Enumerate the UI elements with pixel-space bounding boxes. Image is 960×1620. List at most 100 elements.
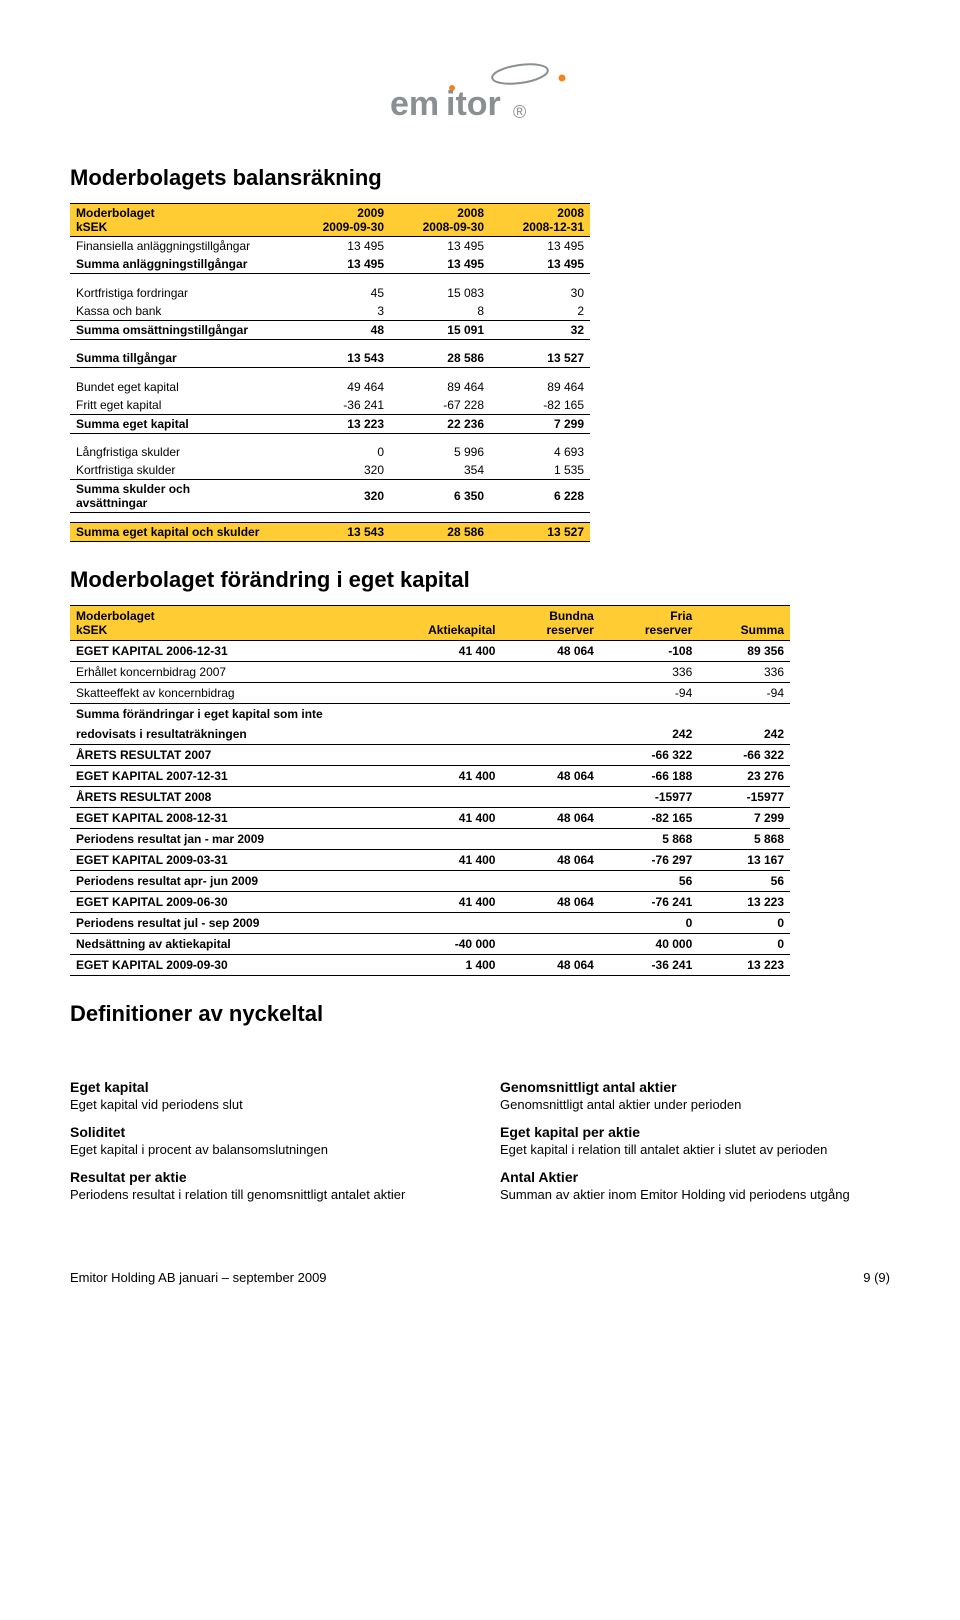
row-label: Summa eget kapital: [70, 414, 290, 433]
row-value: [501, 724, 599, 745]
row-value: 13 223: [290, 414, 390, 433]
row-value: [501, 934, 599, 955]
row-value: 7 299: [490, 414, 590, 433]
row-value: 354: [390, 461, 490, 480]
def-desc: Summan av aktier inom Emitor Holding vid…: [500, 1187, 890, 1202]
row-value: -66 188: [600, 766, 698, 787]
row-label: EGET KAPITAL 2009-03-31: [70, 850, 370, 871]
table-row: EGET KAPITAL 2008-12-3141 40048 064-82 1…: [70, 808, 790, 829]
defs-title: Definitioner av nyckeltal: [70, 1001, 890, 1027]
row-value: [501, 787, 599, 808]
row-label: ÅRETS RESULTAT 2008: [70, 787, 370, 808]
row-label: Summa skulder ochavsättningar: [70, 480, 290, 513]
t1-h-c1: 2009 2009-09-30: [290, 204, 390, 237]
table-row: Kassa och bank382: [70, 302, 590, 321]
row-value: 28 586: [390, 349, 490, 368]
row-value: 13 495: [390, 237, 490, 256]
row-value: -82 165: [600, 808, 698, 829]
row-value: 13 495: [290, 255, 390, 274]
row-value: 13 543: [290, 349, 390, 368]
row-value: 15 083: [390, 284, 490, 302]
emitor-logo: em itor ®: [370, 60, 590, 130]
table-row: Bundet eget kapital49 46489 46489 464: [70, 378, 590, 396]
row-value: 13 167: [698, 850, 790, 871]
svg-text:®: ®: [513, 102, 526, 122]
t2-body: EGET KAPITAL 2006-12-3141 40048 064-1088…: [70, 641, 790, 976]
t2-h-c2a: Bundna: [549, 609, 594, 623]
balance-table: Moderbolaget kSEK 2009 2009-09-30 2008 2…: [70, 203, 590, 542]
row-value: -108: [600, 641, 698, 662]
row-label: Finansiella anläggningstillgångar: [70, 237, 290, 256]
row-label: Fritt eget kapital: [70, 396, 290, 415]
row-value: -94: [698, 683, 790, 704]
footer-left: Emitor Holding AB januari – september 20…: [70, 1270, 327, 1285]
row-label: Summa anläggningstillgångar: [70, 255, 290, 274]
row-label: Summa tillgångar: [70, 349, 290, 368]
row-value: 40 000: [600, 934, 698, 955]
row-label: Summa förändringar i eget kapital som in…: [70, 704, 370, 725]
table-row: ÅRETS RESULTAT 2007-66 322-66 322: [70, 745, 790, 766]
row-value: 22 236: [390, 414, 490, 433]
row-value: 48 064: [501, 850, 599, 871]
row-value: 13 527: [490, 349, 590, 368]
table-row: Skatteeffekt av koncernbidrag -94-94: [70, 683, 790, 704]
def-term: Antal Aktier: [500, 1169, 890, 1185]
footer-right: 9 (9): [863, 1270, 890, 1285]
row-value: 0: [698, 934, 790, 955]
t1-h-c2a: 2008: [457, 206, 484, 220]
row-value: 13 495: [390, 255, 490, 274]
row-value: [698, 704, 790, 725]
table-row: Periodens resultat apr- jun 20095656: [70, 871, 790, 892]
row-label: EGET KAPITAL 2007-12-31: [70, 766, 370, 787]
row-label: Skatteeffekt av koncernbidrag: [70, 683, 370, 704]
t2-h-c0: Moderbolaget kSEK: [70, 606, 370, 641]
def-term: Eget kapital: [70, 1079, 460, 1095]
row-value: 320: [290, 461, 390, 480]
row-value: [370, 787, 501, 808]
row-value: 41 400: [370, 641, 501, 662]
t2-h-c1v: Aktiekapital: [428, 623, 495, 637]
t2-h-c3a: Fria: [670, 609, 692, 623]
t1-body: Finansiella anläggningstillgångar13 4951…: [70, 237, 590, 542]
row-value: 28 586: [390, 523, 490, 542]
row-value: 13 495: [490, 237, 590, 256]
row-value: [501, 871, 599, 892]
section1-title: Moderbolagets balansräkning: [70, 165, 890, 191]
table-row: [70, 513, 590, 523]
row-value: 48 064: [501, 641, 599, 662]
row-value: [370, 913, 501, 934]
table-row: Summa skulder ochavsättningar3206 3506 2…: [70, 480, 590, 513]
table-row: EGET KAPITAL 2009-09-301 40048 064-36 24…: [70, 955, 790, 976]
def-term: Soliditet: [70, 1124, 460, 1140]
row-label: Periodens resultat jul - sep 2009: [70, 913, 370, 934]
row-label: EGET KAPITAL 2006-12-31: [70, 641, 370, 662]
def-desc: Genomsnittligt antal aktier under period…: [500, 1097, 890, 1112]
table-row: EGET KAPITAL 2007-12-3141 40048 064-66 1…: [70, 766, 790, 787]
row-value: 23 276: [698, 766, 790, 787]
row-value: [501, 683, 599, 704]
row-value: 5 868: [698, 829, 790, 850]
row-value: 3: [290, 302, 390, 321]
row-value: -40 000: [370, 934, 501, 955]
row-label: Summa eget kapital och skulder: [70, 523, 290, 542]
row-value: -66 322: [600, 745, 698, 766]
t2-h-c4: Summa: [698, 606, 790, 641]
row-value: [370, 829, 501, 850]
row-label: Bundet eget kapital: [70, 378, 290, 396]
row-value: [370, 724, 501, 745]
row-label: EGET KAPITAL 2009-06-30: [70, 892, 370, 913]
def-term: Genomsnittligt antal aktier: [500, 1079, 890, 1095]
table-row: Periodens resultat jul - sep 200900: [70, 913, 790, 934]
row-value: -76 297: [600, 850, 698, 871]
row-value: 5 868: [600, 829, 698, 850]
row-value: -94: [600, 683, 698, 704]
row-value: -66 322: [698, 745, 790, 766]
row-value: [370, 871, 501, 892]
row-value: 41 400: [370, 808, 501, 829]
t2-h-c3: Fria reserver: [600, 606, 698, 641]
row-value: 242: [600, 724, 698, 745]
row-value: [370, 683, 501, 704]
defs-left-col: Eget kapitalEget kapital vid periodens s…: [70, 1067, 460, 1210]
row-value: 45: [290, 284, 390, 302]
t2-h-c0b: kSEK: [76, 623, 107, 637]
